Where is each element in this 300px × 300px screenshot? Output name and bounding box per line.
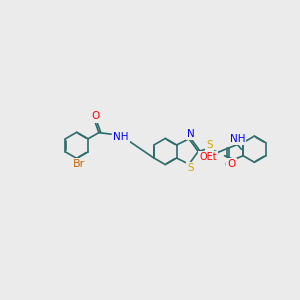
Text: S: S: [206, 140, 213, 150]
Text: NH: NH: [113, 132, 129, 142]
Text: S: S: [187, 163, 194, 173]
Text: N: N: [187, 129, 194, 139]
Text: O: O: [92, 112, 100, 122]
Text: O: O: [227, 159, 236, 169]
Text: NH: NH: [230, 134, 245, 144]
Text: OEt: OEt: [199, 152, 217, 162]
Text: O: O: [224, 160, 232, 170]
Text: Br: Br: [73, 159, 85, 169]
